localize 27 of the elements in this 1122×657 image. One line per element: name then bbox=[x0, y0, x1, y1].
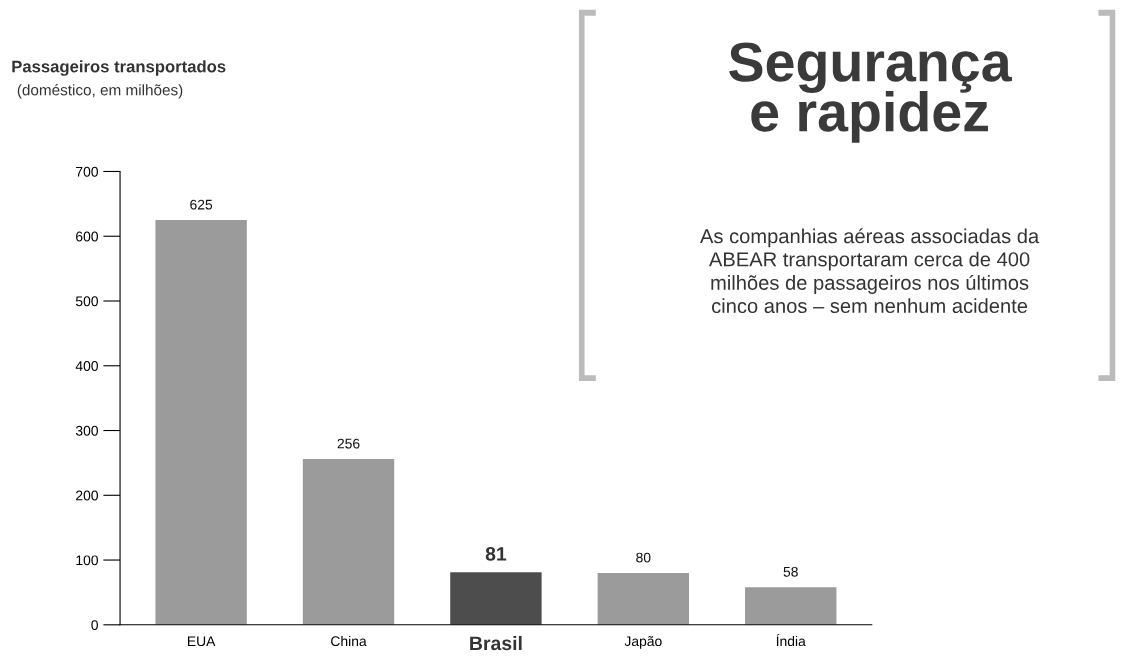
y-tick-label: 500 bbox=[75, 296, 98, 307]
x-tick-label: China bbox=[331, 635, 367, 647]
y-tick-label: 300 bbox=[75, 425, 98, 436]
x-tick-label: Japão bbox=[624, 636, 662, 649]
x-tick-label: EUA bbox=[187, 636, 216, 647]
bar bbox=[745, 587, 837, 625]
bar bbox=[597, 573, 690, 625]
bar bbox=[302, 459, 395, 625]
data-label: 58 bbox=[783, 566, 798, 577]
data-label: 81 bbox=[485, 546, 507, 561]
text: Segurança e rapidez bbox=[729, 42, 1012, 143]
data-label: 80 bbox=[636, 552, 651, 563]
x-tick-label: Índia bbox=[776, 633, 806, 647]
chart-subtitle: (doméstico, em milhões) bbox=[17, 84, 183, 99]
bar bbox=[155, 220, 247, 625]
y-tick-label: 100 bbox=[76, 555, 98, 566]
data-label: 256 bbox=[337, 438, 360, 449]
y-tick-label: 200 bbox=[76, 490, 98, 501]
x-tick-label: Brasil bbox=[470, 635, 522, 651]
y-tick-label: 400 bbox=[75, 361, 98, 371]
data-label: 625 bbox=[190, 199, 213, 210]
bar bbox=[450, 572, 542, 625]
y-tick-label: 700 bbox=[76, 166, 98, 177]
y-tick-label: 600 bbox=[76, 231, 98, 242]
chart-title: Passageiros transportados bbox=[12, 60, 226, 76]
y-tick-label: 0 bbox=[91, 620, 98, 630]
annotation: As companhias aéreas associadas da ABEAR transportaram cerca de 400 milhões de passageiros nos últimos cinco anos – sem nenhum acidente bbox=[700, 228, 1040, 314]
